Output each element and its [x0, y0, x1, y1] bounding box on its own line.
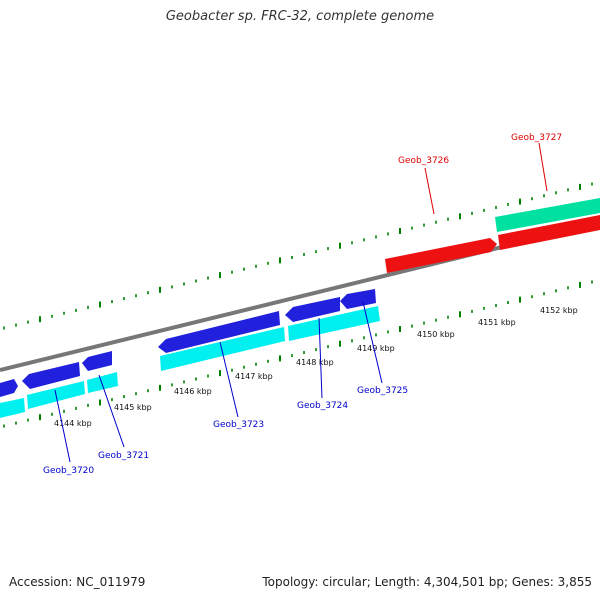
gene-label-leaders-reverse: [424, 142, 548, 215]
map-title: Geobacter sp. FRC-32, complete genome: [165, 9, 435, 24]
leader-line-geob-3723: [219, 341, 239, 418]
cds-bar-geob-3724[interactable]: [288, 306, 380, 341]
gene-arrow-geob-3726[interactable]: [385, 238, 497, 273]
leader-line-geob-3725: [362, 301, 383, 384]
kbp-label-4144: 4144 kbp: [54, 419, 92, 428]
genome-summary-text: Topology: circular; Length: 4,304,501 bp…: [262, 575, 592, 589]
gene-arrow-geob-3721[interactable]: [82, 351, 112, 371]
leader-line-geob-3724: [318, 317, 323, 399]
kbp-label-4145: 4145 kbp: [114, 403, 152, 412]
gene-label-leaders: [54, 301, 383, 463]
leader-line-geob-3720: [54, 389, 71, 463]
gene-label-geob-3727[interactable]: Geob_3727: [511, 133, 562, 143]
kbp-label-4149: 4149 kbp: [357, 344, 395, 353]
kbp-label-4147: 4147 kbp: [235, 372, 273, 381]
gene-arrow-geob-3723[interactable]: [158, 311, 280, 353]
leader-line-geob-3726: [424, 167, 435, 215]
leader-line-geob-3721: [98, 374, 125, 448]
gene-arrow-geob-3727[interactable]: [498, 215, 600, 250]
cds-bar-geob-3723[interactable]: [160, 327, 285, 371]
gene-arrow-geob-3720[interactable]: [22, 362, 80, 389]
gene-label-geob-3721[interactable]: Geob_3721: [98, 451, 149, 461]
gene-label-geob-3724[interactable]: Geob_3724: [297, 401, 348, 411]
kbp-label-4151: 4151 kbp: [478, 318, 516, 327]
gene-arrow-geob-3725[interactable]: [340, 289, 376, 309]
tick-marks: [3, 182, 593, 428]
cds-bar-geob-3727[interactable]: [495, 198, 600, 232]
gene-label-geob-3720[interactable]: Geob_3720: [43, 466, 94, 476]
gene-label-geob-3723[interactable]: Geob_3723: [213, 420, 264, 430]
cds-bar-geob-3719[interactable]: [0, 398, 25, 418]
cds-bar-geob-3721[interactable]: [87, 372, 118, 393]
kbp-label-4148: 4148 kbp: [296, 358, 334, 367]
gene-label-geob-3725[interactable]: Geob_3725: [357, 386, 408, 396]
gene-arrow-geob-3719[interactable]: [0, 379, 18, 397]
kbp-label-4152: 4152 kbp: [540, 306, 578, 315]
kbp-label-4150: 4150 kbp: [417, 330, 455, 339]
leader-line-geob-3727: [538, 142, 548, 192]
kbp-label-4146: 4146 kbp: [174, 387, 212, 396]
gene-label-geob-3726[interactable]: Geob_3726: [398, 156, 449, 166]
accession-text: Accession: NC_011979: [9, 575, 146, 589]
gene-arrow-geob-3724[interactable]: [285, 297, 340, 322]
